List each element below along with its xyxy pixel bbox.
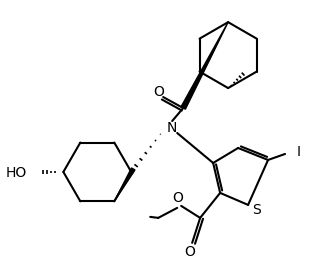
Text: O: O [185, 245, 196, 259]
Polygon shape [114, 168, 135, 201]
Polygon shape [181, 22, 228, 109]
Text: O: O [172, 191, 183, 205]
Text: S: S [252, 203, 260, 217]
Text: I: I [297, 145, 301, 159]
Text: O: O [153, 85, 164, 99]
Text: HO: HO [5, 166, 26, 180]
Text: N: N [167, 121, 177, 135]
